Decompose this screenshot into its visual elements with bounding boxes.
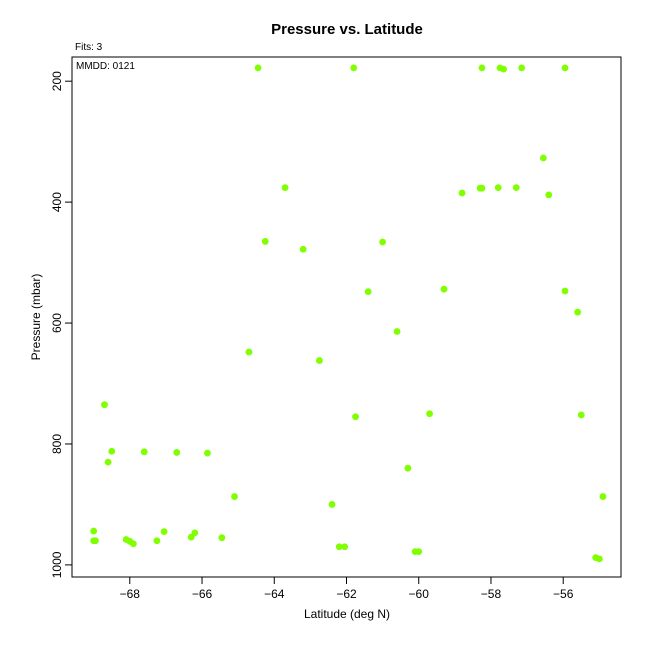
data-point [379, 238, 387, 246]
data-point [130, 540, 137, 548]
data-point [245, 348, 253, 356]
data-point [341, 543, 349, 551]
data-point [478, 64, 486, 72]
data-point [352, 413, 359, 421]
data-point [512, 184, 520, 192]
data-point [595, 555, 603, 563]
y-tick-label: 1000 [50, 551, 64, 578]
data-point [140, 448, 148, 456]
data-point [518, 64, 526, 72]
data-point [281, 184, 289, 192]
data-point [561, 287, 569, 295]
y-tick-label: 600 [50, 313, 64, 333]
data-point [153, 537, 161, 545]
data-points [90, 64, 607, 563]
data-point [218, 534, 226, 542]
data-point [574, 308, 582, 316]
data-point [364, 288, 372, 296]
x-tick-label: −66 [192, 587, 213, 601]
data-point [191, 529, 199, 537]
data-point [478, 184, 486, 192]
plot-frame [71, 56, 622, 578]
data-point [92, 537, 99, 545]
data-point [316, 357, 323, 364]
x-tick-label: −68 [120, 587, 141, 601]
data-point [500, 65, 508, 73]
data-point [494, 184, 502, 192]
x-tick-label: −62 [336, 587, 357, 601]
data-point [426, 410, 433, 418]
x-axis-label: Latitude (deg N) [304, 607, 390, 621]
data-point [350, 64, 358, 72]
data-point [328, 501, 336, 508]
chart-title: Pressure vs. Latitude [271, 21, 423, 38]
y-tick-label: 400 [50, 192, 64, 212]
x-axis: −68 −66 −64 −62 −60 −58 −56 [120, 576, 574, 601]
data-point [577, 411, 585, 419]
data-point [458, 189, 466, 197]
fits-label: Fits: 3 [75, 42, 103, 53]
x-tick-label: −64 [264, 587, 285, 601]
data-point [545, 191, 553, 199]
y-tick-label: 800 [50, 434, 64, 454]
y-axis-label: Pressure (mbar) [29, 274, 43, 361]
data-point [101, 401, 108, 409]
data-point [90, 527, 98, 535]
data-point [299, 245, 307, 253]
mmdd-label: MMDD: 0121 [76, 61, 135, 72]
data-point [204, 449, 211, 457]
data-point [231, 493, 238, 500]
x-tick-label: −60 [409, 587, 430, 601]
data-point [173, 449, 181, 456]
data-point [108, 447, 116, 455]
y-tick-label: 200 [50, 71, 64, 91]
data-point [539, 154, 547, 162]
data-point [404, 464, 412, 472]
data-point [254, 64, 262, 72]
data-point [393, 328, 401, 335]
data-point [415, 548, 423, 556]
y-axis: 200 400 600 800 1000 [50, 71, 73, 578]
x-tick-label: −58 [481, 587, 502, 601]
data-point [160, 528, 168, 536]
x-tick-label: −56 [553, 587, 574, 601]
data-point [335, 543, 343, 551]
data-point [261, 238, 269, 245]
data-point [104, 458, 112, 466]
data-point [599, 493, 607, 500]
data-point [561, 64, 569, 72]
data-point [440, 285, 448, 293]
